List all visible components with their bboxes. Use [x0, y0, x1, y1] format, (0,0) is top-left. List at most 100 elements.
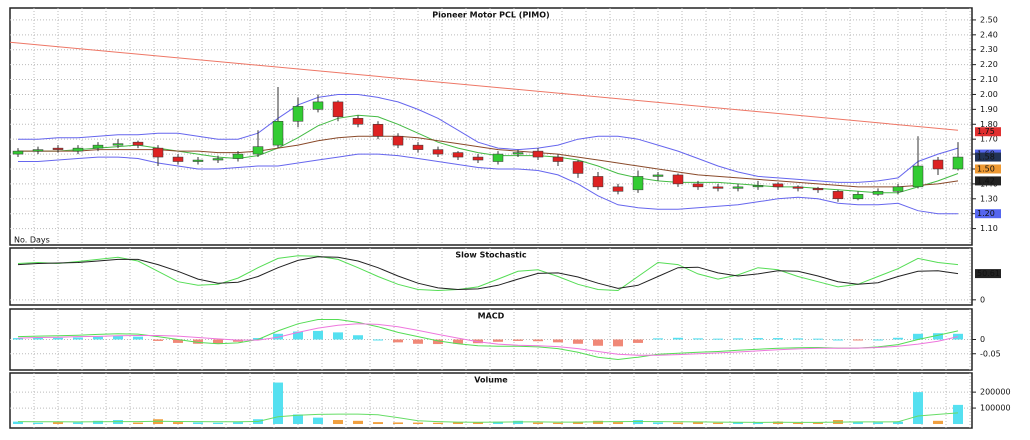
histogram-bar	[833, 339, 843, 341]
candle-body	[852, 194, 864, 200]
histogram-bar	[293, 331, 303, 340]
volume-bar	[893, 421, 903, 425]
price-marker-label: 1.58	[977, 153, 995, 162]
candle-body	[832, 191, 844, 200]
candle-body	[672, 174, 684, 185]
volume-bar	[53, 422, 63, 425]
candle-body	[152, 147, 164, 158]
volume-bar	[433, 422, 443, 425]
volume-bar	[373, 422, 383, 425]
candle-body	[272, 121, 284, 146]
candle-body	[732, 186, 744, 189]
histogram-bar	[853, 339, 863, 341]
histogram-bar	[33, 337, 43, 340]
indicator-line	[17, 319, 959, 361]
volume-bar	[133, 422, 143, 425]
panel	[9, 247, 973, 306]
panel-title: Volume	[474, 376, 508, 385]
candle-body	[612, 186, 624, 192]
histogram-bar	[513, 339, 523, 341]
volume-bar	[953, 404, 963, 425]
histogram-bar	[453, 339, 463, 344]
volume-bar	[733, 422, 743, 425]
candle-body	[192, 159, 204, 162]
candle-body	[332, 101, 344, 118]
candle-body	[412, 144, 424, 150]
y-tick-label: 1.10	[980, 224, 998, 233]
candle-body	[632, 176, 644, 191]
volume-bar	[793, 422, 803, 425]
histogram-bar	[493, 339, 503, 342]
histogram-bar	[753, 338, 763, 340]
y-tick-label: 2.40	[980, 30, 998, 39]
candle-body	[32, 149, 44, 152]
volume-bar	[353, 420, 363, 425]
histogram-bar	[73, 337, 83, 340]
volume-bar	[633, 420, 643, 425]
indicator-line	[17, 412, 959, 423]
histogram-bar	[553, 339, 563, 343]
volume-bar	[313, 417, 323, 425]
histogram-bar	[153, 339, 163, 341]
candle-body	[512, 152, 524, 155]
histogram-bar	[253, 338, 263, 340]
price-marker-label: 1.75	[977, 127, 995, 136]
y-tick-label: 1.90	[980, 105, 998, 114]
volume-bar	[493, 421, 503, 425]
candle-body	[292, 106, 304, 122]
volume-bar	[593, 420, 603, 425]
histogram-bar	[113, 336, 123, 340]
y-tick-label: 1.30	[980, 194, 998, 203]
indicator-line	[17, 323, 959, 356]
volume-bar	[393, 422, 403, 425]
candle-body	[792, 186, 804, 189]
volume-bar	[213, 422, 223, 425]
volume-bar	[653, 422, 663, 425]
panel-title: Slow Stochastic	[455, 251, 526, 260]
volume-bar	[533, 422, 543, 425]
volume-bar	[813, 422, 823, 425]
price-marker	[975, 164, 1001, 174]
volume-bar	[193, 422, 203, 425]
candle-body	[812, 188, 824, 191]
y-tick-label: 2.00	[980, 90, 998, 99]
histogram-bar	[813, 338, 823, 340]
candle-body	[892, 186, 904, 192]
candle-body	[112, 143, 124, 146]
histogram-bar	[93, 336, 103, 340]
histogram-bar	[433, 339, 443, 345]
price-marker	[975, 152, 1001, 162]
histogram-bar	[593, 339, 603, 346]
histogram-bar	[633, 339, 643, 343]
indicator-line	[17, 256, 959, 291]
indicator-line	[17, 255, 959, 292]
histogram-bar	[273, 333, 283, 340]
y-tick-label: 0	[980, 295, 985, 304]
candle-body	[392, 135, 404, 146]
histogram-bar	[533, 339, 543, 342]
y-tick-label: 1.80	[980, 120, 998, 129]
volume-bar	[613, 422, 623, 425]
candle-body	[72, 147, 84, 152]
indicator-line	[18, 153, 958, 215]
volume-bar	[33, 422, 43, 425]
histogram-bar	[673, 337, 683, 340]
y-tick-label: 2.50	[980, 15, 998, 24]
price-marker-label: 50.61	[977, 269, 1000, 278]
volume-bar	[693, 422, 703, 425]
histogram-bar	[873, 339, 883, 341]
price-marker	[975, 269, 1001, 279]
histogram-bar	[233, 339, 243, 342]
histogram-bar	[333, 332, 343, 340]
candle-body	[232, 153, 244, 159]
volume-bar	[93, 420, 103, 425]
histogram-bar	[13, 338, 23, 340]
volume-bar	[273, 382, 283, 425]
histogram-bar	[893, 337, 903, 340]
volume-bar	[933, 420, 943, 425]
volume-bar	[753, 422, 763, 425]
histogram-bar	[353, 335, 363, 340]
histogram-bar	[413, 339, 423, 344]
volume-bar	[513, 420, 523, 425]
histogram-bar	[913, 333, 923, 340]
